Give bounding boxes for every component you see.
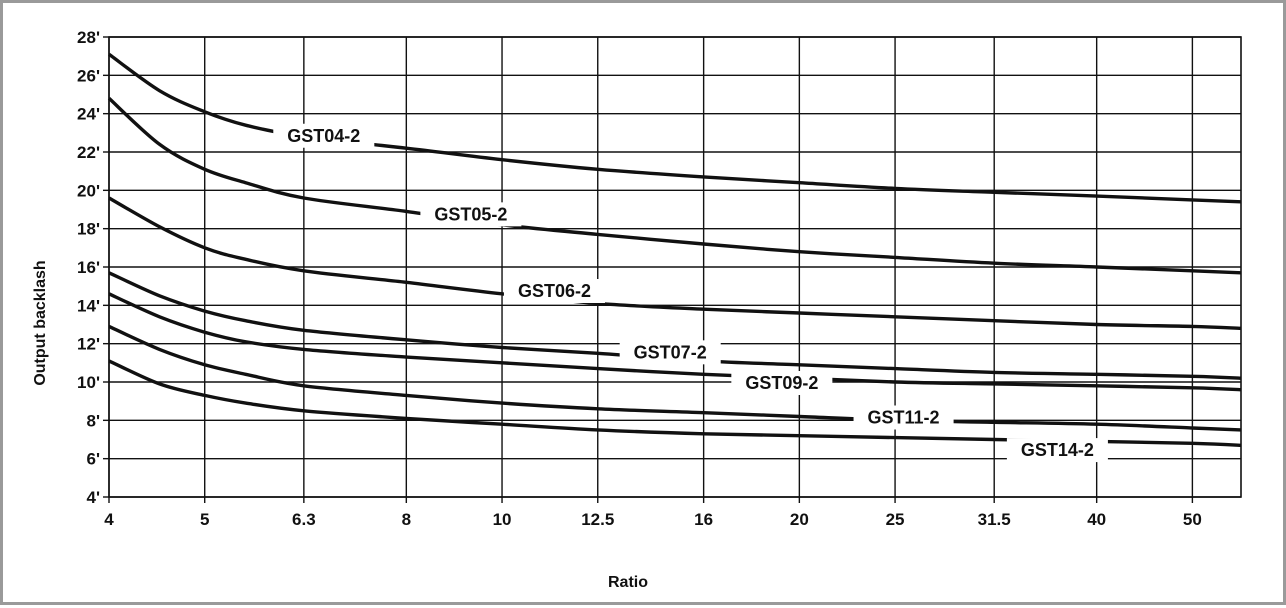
x-tick-label: 8 <box>402 510 411 529</box>
series-label-text: GST05-2 <box>434 204 507 224</box>
series-label-text: GST06-2 <box>518 281 591 301</box>
y-tick-label: 6' <box>87 450 101 469</box>
backlash-chart: GST04-2 GST05-2 GST06-2 GST07-2 GST09-2 GST11… <box>32 28 1242 591</box>
x-tick-label: 31.5 <box>978 510 1011 529</box>
plot-border <box>108 36 1242 498</box>
series-label-text: GST07-2 <box>634 342 707 362</box>
series-label-bg <box>420 202 522 227</box>
y-tick-label: 8' <box>87 411 101 430</box>
series-label-gst06-2: GST06-2 <box>503 279 605 303</box>
series-label-bg <box>1006 438 1108 463</box>
x-tick-label: 16 <box>694 510 713 529</box>
series-label-bg <box>273 123 375 148</box>
x-axis-title: Ratio <box>608 574 648 591</box>
x-tick-label: 10 <box>493 510 512 529</box>
y-tick-label: 18' <box>77 220 100 239</box>
x-tick-label: 5 <box>200 510 209 529</box>
series-label-gst05-2: GST05-2 <box>420 202 522 227</box>
y-tick-label: 4' <box>87 488 101 507</box>
y-tick-label: 26' <box>77 66 100 85</box>
y-tick-label: 28' <box>77 28 100 47</box>
x-tick-label: 50 <box>1183 510 1202 529</box>
x-tick-label: 12.5 <box>581 510 614 529</box>
series-label-bg <box>731 371 833 395</box>
x-tick-label: 6.3 <box>292 510 316 529</box>
series-labels: GST04-2 GST05-2 GST06-2 GST07-2 GST09-2 GST11… <box>273 123 1108 463</box>
x-tick-label: 40 <box>1087 510 1106 529</box>
x-tick-label: 4 <box>104 510 114 529</box>
y-axis-title: Output backlash <box>32 260 49 385</box>
series-line-gst05-2 <box>107 97 1242 275</box>
series-label-text: GST11-2 <box>868 408 940 428</box>
axes: 4' 6' 8' 10' 12' 14' 16' 18' 20' 22' 24' 26' 28' 4 5 6.… <box>77 28 1242 529</box>
series-label-gst11-2: GST11-2 <box>853 405 954 430</box>
series-line-gst06-2 <box>108 196 1242 330</box>
y-tick-label: 14' <box>77 296 100 315</box>
series-label-text: GST14-2 <box>1021 440 1094 460</box>
series-label-text: GST04-2 <box>287 126 360 146</box>
series-label-gst09-2: GST09-2 <box>731 371 833 395</box>
series-label-text: GST09-2 <box>745 373 818 393</box>
y-tick-label: 12' <box>77 335 100 354</box>
series-label-gst04-2: GST04-2 <box>273 123 375 148</box>
y-tick-label: 10' <box>77 373 100 392</box>
series-label-gst07-2: GST07-2 <box>619 340 721 365</box>
series-label-bg <box>853 405 954 430</box>
y-tick-label: 20' <box>77 181 100 200</box>
series-label-bg <box>503 279 605 303</box>
series-lines <box>107 52 1242 447</box>
series-line-gst09-2 <box>108 292 1242 392</box>
series-line-gst04-2 <box>108 52 1242 204</box>
series-label-bg <box>619 340 721 365</box>
y-tick-label: 16' <box>77 258 100 277</box>
x-tick-label: 25 <box>886 510 905 529</box>
y-tick-label: 24' <box>77 105 100 124</box>
x-tick-label: 20 <box>790 510 809 529</box>
y-tick-label: 22' <box>77 143 100 162</box>
series-line-gst11-2 <box>108 324 1242 432</box>
series-label-gst14-2: GST14-2 <box>1006 438 1108 463</box>
